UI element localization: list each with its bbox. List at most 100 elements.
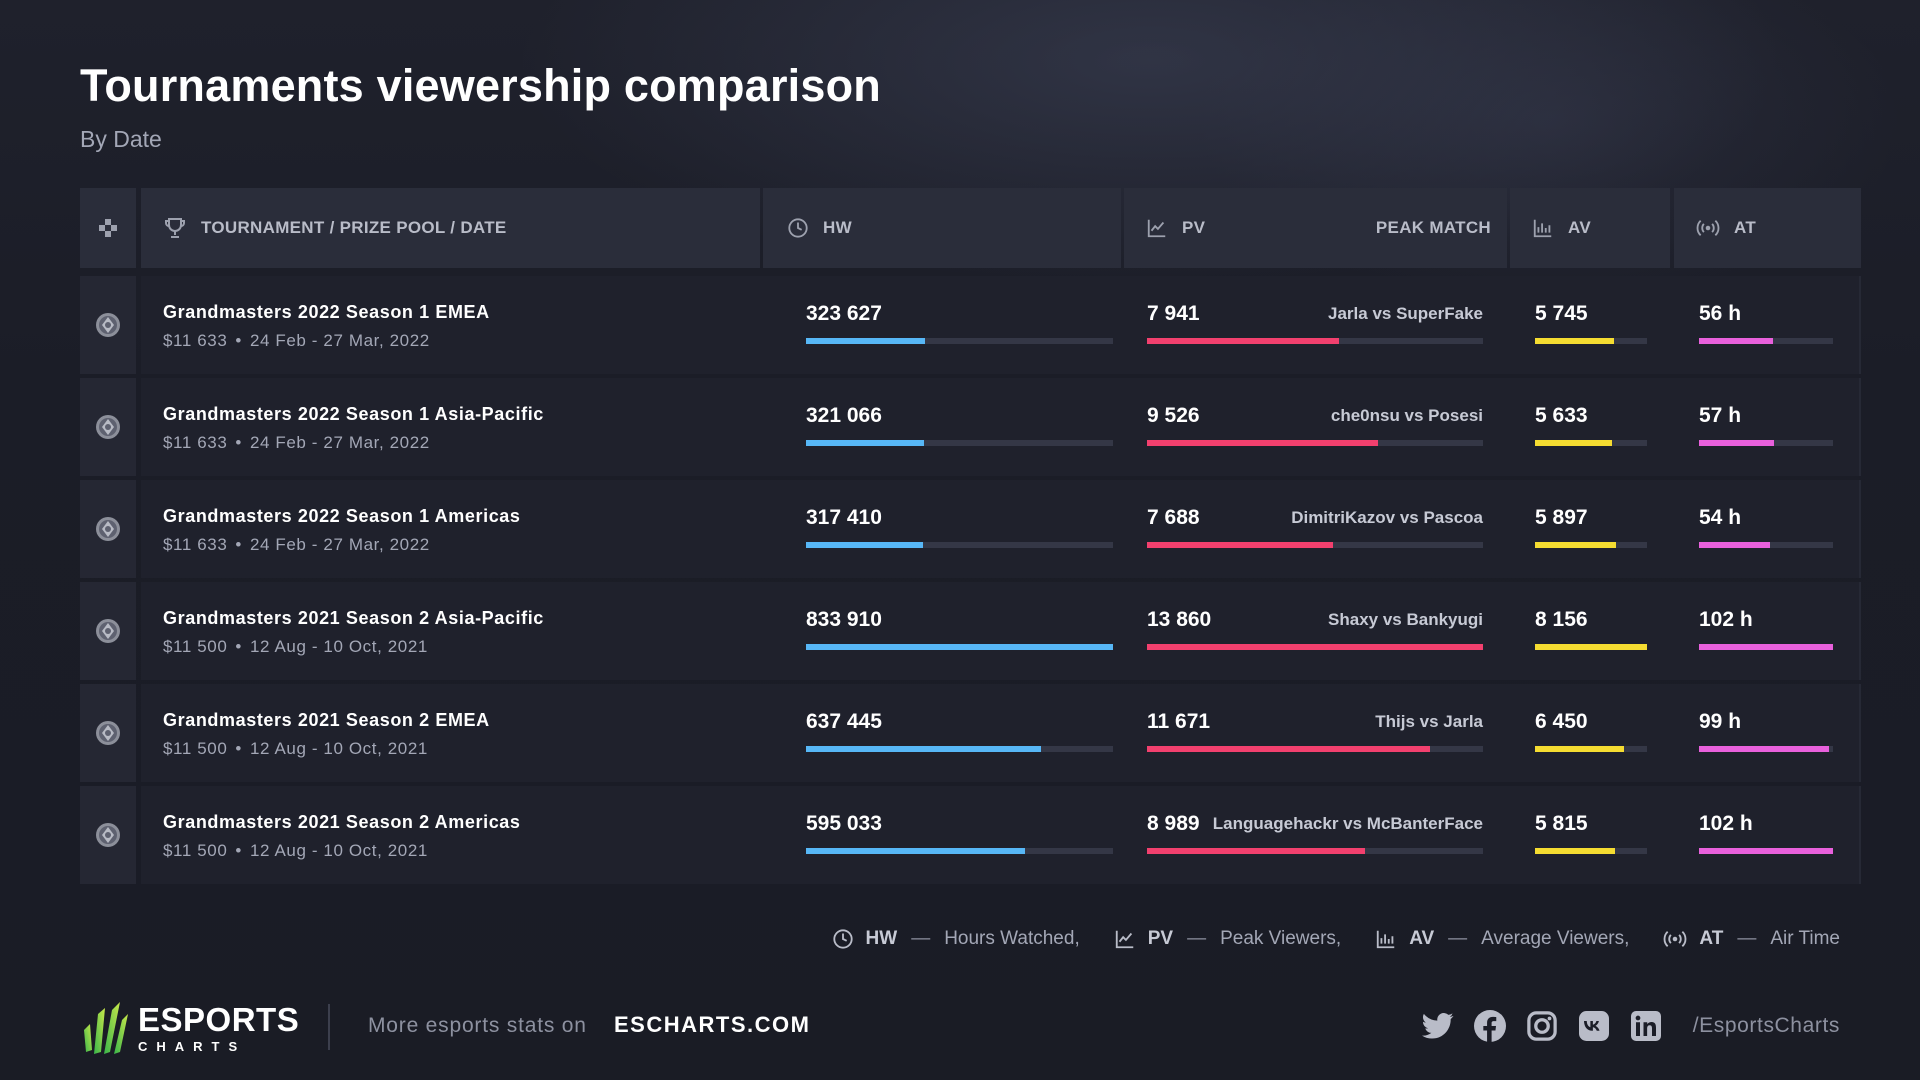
- hw-bar-fill: [806, 338, 926, 344]
- tournament-meta: $11 633 • 24 Feb - 27 Mar, 2022: [163, 535, 430, 555]
- hw-bar-fill: [806, 542, 923, 548]
- header-pv[interactable]: PV PEAK MATCH: [1124, 188, 1507, 268]
- peak-match[interactable]: Languagehackr vs McBanterFace: [1212, 814, 1483, 833]
- hw-value: 321 066: [806, 404, 882, 427]
- at-bar: [1699, 644, 1833, 650]
- tournament-name[interactable]: Grandmasters 2021 Season 2 EMEA: [163, 710, 490, 730]
- av-value: 5 745: [1535, 302, 1588, 325]
- hw-bar: [806, 644, 1113, 650]
- hw-value: 637 445: [806, 710, 882, 733]
- av-bar-fill: [1535, 440, 1613, 446]
- av-bar-fill: [1535, 746, 1624, 752]
- game-icon-cell: [80, 480, 136, 578]
- av-bar: [1535, 440, 1647, 446]
- tournament-date: 24 Feb - 27 Mar, 2022: [249, 331, 430, 350]
- pv-value: 7 688: [1147, 506, 1200, 529]
- legend-hw-abbr: HW: [865, 928, 898, 949]
- hw-value: 323 627: [806, 302, 882, 325]
- pv-bar: [1147, 746, 1483, 752]
- row-content: [141, 582, 1861, 680]
- average-chart-icon: [1533, 219, 1552, 238]
- legend-dash: —: [1448, 928, 1468, 949]
- pv-value: 13 860: [1147, 608, 1212, 631]
- peak-match[interactable]: che0nsu vs Posesi: [1330, 406, 1483, 425]
- table-row[interactable]: Grandmasters 2021 Season 2 Asia-Pacific …: [80, 582, 1861, 684]
- table-body: Grandmasters 2022 Season 1 EMEA $11 633 •…: [80, 276, 1861, 888]
- legend-dash: —: [1187, 928, 1207, 949]
- hearthstone-icon: [96, 721, 120, 745]
- table-row[interactable]: Grandmasters 2022 Season 1 EMEA $11 633 •…: [80, 276, 1861, 378]
- game-icon-cell: [80, 582, 136, 680]
- pv-bar: [1147, 338, 1483, 344]
- peak-match[interactable]: Thijs vs Jarla: [1375, 712, 1483, 731]
- separator-dot: •: [235, 433, 242, 452]
- pv-bar-fill: [1147, 644, 1483, 650]
- tournament-date: 12 Aug - 10 Oct, 2021: [249, 739, 428, 758]
- header-at[interactable]: AT: [1674, 188, 1861, 268]
- av-value: 8 156: [1535, 608, 1588, 631]
- legend-av-text: Average Viewers,: [1481, 928, 1630, 949]
- prize-pool: $11 500: [163, 739, 228, 758]
- legend-av-abbr: AV: [1409, 928, 1435, 949]
- av-bar-fill: [1535, 338, 1614, 344]
- row-content: [141, 276, 1861, 374]
- header-tournament[interactable]: TOURNAMENT / PRIZE POOL / DATE: [141, 188, 760, 268]
- table-row[interactable]: Grandmasters 2021 Season 2 Americas $11 …: [80, 786, 1861, 888]
- twitter-icon[interactable]: [1422, 1010, 1454, 1042]
- social-handle[interactable]: /EsportsCharts: [1692, 1014, 1840, 1037]
- separator-dot: •: [235, 637, 242, 656]
- legend-at: AT — Air Time: [1663, 928, 1840, 950]
- tournament-name[interactable]: Grandmasters 2022 Season 1 EMEA: [163, 302, 490, 322]
- tournament-date: 12 Aug - 10 Oct, 2021: [249, 841, 428, 860]
- header-av-label: AV: [1568, 218, 1591, 237]
- linkedin-icon[interactable]: [1630, 1010, 1662, 1042]
- tournament-date: 24 Feb - 27 Mar, 2022: [249, 433, 430, 452]
- at-bar-fill: [1699, 848, 1833, 854]
- tournament-meta: $11 500 • 12 Aug - 10 Oct, 2021: [163, 739, 428, 759]
- at-bar: [1699, 440, 1833, 446]
- tournament-meta: $11 500 • 12 Aug - 10 Oct, 2021: [163, 841, 428, 861]
- game-icon-cell: [80, 786, 136, 884]
- header-hw[interactable]: HW: [763, 188, 1121, 268]
- at-bar: [1699, 542, 1833, 548]
- av-bar: [1535, 746, 1647, 752]
- peak-match[interactable]: DimitriKazov vs Pascoa: [1291, 508, 1483, 527]
- viewership-table: TOURNAMENT / PRIZE POOL / DATE HW PV PEA…: [80, 188, 1861, 884]
- hw-bar-fill: [806, 848, 1026, 854]
- clock-icon: [832, 929, 853, 949]
- at-value: 56 h: [1699, 302, 1742, 325]
- legend-dash: —: [1737, 928, 1757, 949]
- at-bar-fill: [1699, 440, 1774, 446]
- hw-value: 595 033: [806, 812, 882, 835]
- esports-charts-logo[interactable]: ESPORTS CHARTS: [80, 1000, 299, 1056]
- pv-value: 11 671: [1147, 710, 1211, 733]
- at-bar-fill: [1699, 746, 1830, 752]
- facebook-icon[interactable]: [1474, 1010, 1506, 1042]
- header-av[interactable]: AV: [1510, 188, 1670, 268]
- tournament-date: 24 Feb - 27 Mar, 2022: [249, 535, 430, 554]
- row-content: [141, 786, 1861, 884]
- table-row[interactable]: Grandmasters 2022 Season 1 Asia-Pacific …: [80, 378, 1861, 480]
- pv-bar: [1147, 644, 1483, 650]
- tournament-name[interactable]: Grandmasters 2022 Season 1 Asia-Pacific: [163, 404, 544, 424]
- legend: HW — Hours Watched, PV — Peak Viewers, A…: [798, 928, 1840, 950]
- legend-dash: —: [911, 928, 931, 949]
- prize-pool: $11 500: [163, 637, 228, 656]
- pv-bar-fill: [1147, 542, 1334, 548]
- tournament-name[interactable]: Grandmasters 2022 Season 1 Americas: [163, 506, 521, 526]
- escharts-link[interactable]: ESCHARTS.COM: [614, 1012, 811, 1037]
- table-row[interactable]: Grandmasters 2021 Season 2 EMEA $11 500 •…: [80, 684, 1861, 786]
- tournament-name[interactable]: Grandmasters 2021 Season 2 Americas: [163, 812, 521, 832]
- at-bar: [1699, 338, 1833, 344]
- hearthstone-icon: [96, 313, 120, 337]
- peak-match[interactable]: Jarla vs SuperFake: [1328, 304, 1483, 323]
- legend-hw: HW — Hours Watched,: [832, 928, 1080, 950]
- vk-icon[interactable]: [1578, 1010, 1610, 1042]
- instagram-icon[interactable]: [1526, 1010, 1558, 1042]
- hearthstone-icon: [96, 517, 120, 541]
- table-row[interactable]: Grandmasters 2022 Season 1 Americas $11 …: [80, 480, 1861, 582]
- social-links: [1422, 1010, 1662, 1042]
- peak-match[interactable]: Shaxy vs Bankyugi: [1328, 610, 1483, 629]
- tournament-name[interactable]: Grandmasters 2021 Season 2 Asia-Pacific: [163, 608, 544, 628]
- legend-av: AV — Average Viewers,: [1375, 928, 1629, 950]
